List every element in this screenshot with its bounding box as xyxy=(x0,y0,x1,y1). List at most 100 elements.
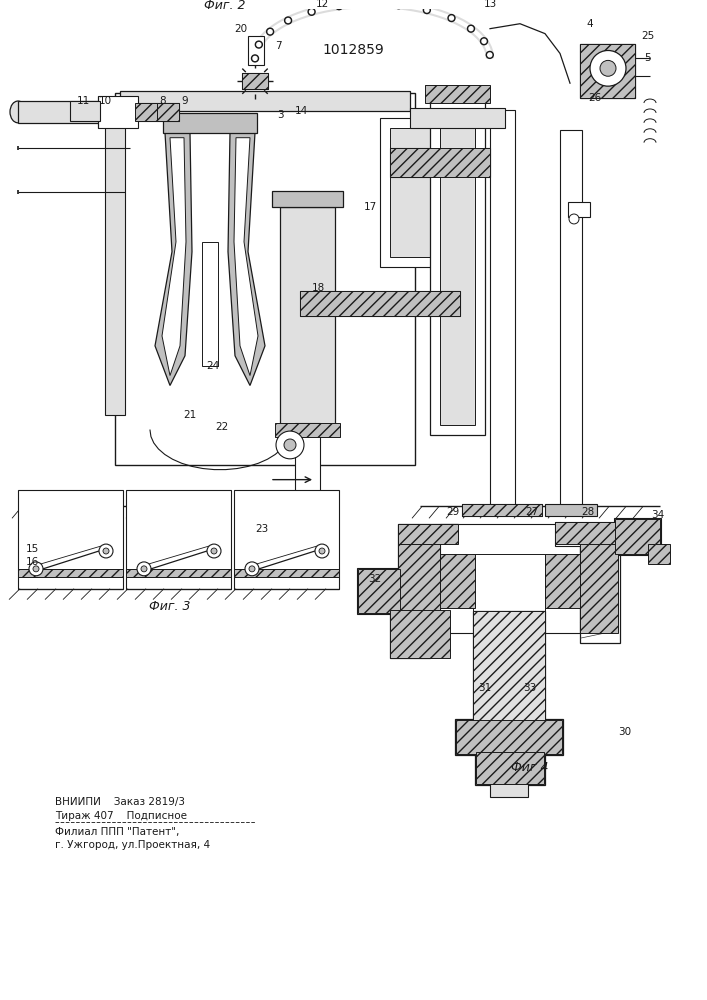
Bar xyxy=(157,103,179,121)
Text: 14: 14 xyxy=(294,106,308,116)
Circle shape xyxy=(249,566,255,572)
Text: Тираж 407    Подписное: Тираж 407 Подписное xyxy=(55,811,187,821)
Bar xyxy=(18,569,123,577)
Circle shape xyxy=(448,15,455,22)
Bar xyxy=(398,524,458,613)
Bar xyxy=(473,554,545,613)
Circle shape xyxy=(99,544,113,558)
Bar xyxy=(490,782,528,797)
Circle shape xyxy=(276,431,304,459)
Bar xyxy=(462,504,542,516)
Circle shape xyxy=(255,41,262,48)
Bar xyxy=(300,291,460,316)
Bar xyxy=(135,103,157,121)
Circle shape xyxy=(257,43,261,47)
Circle shape xyxy=(600,60,616,76)
Bar xyxy=(476,752,544,784)
Text: 25: 25 xyxy=(641,31,655,41)
Bar xyxy=(242,73,268,89)
Circle shape xyxy=(469,27,473,31)
Bar xyxy=(268,509,313,544)
Bar xyxy=(157,103,179,121)
Circle shape xyxy=(285,17,291,24)
Bar xyxy=(98,96,138,128)
Bar xyxy=(440,108,475,425)
Text: 12: 12 xyxy=(315,0,329,9)
Bar xyxy=(398,544,440,613)
Text: 30: 30 xyxy=(619,727,631,737)
Circle shape xyxy=(211,548,217,554)
Text: 34: 34 xyxy=(651,510,665,520)
Circle shape xyxy=(207,544,221,558)
Circle shape xyxy=(486,51,493,58)
Bar xyxy=(568,202,590,217)
Text: 23: 23 xyxy=(255,524,269,534)
Text: 21: 21 xyxy=(183,410,197,420)
Bar xyxy=(357,568,401,614)
Bar xyxy=(300,291,460,316)
Bar xyxy=(115,93,415,465)
Circle shape xyxy=(397,3,401,7)
Circle shape xyxy=(395,2,402,9)
Circle shape xyxy=(268,30,272,34)
Bar xyxy=(580,534,618,633)
Bar xyxy=(163,113,257,133)
Bar xyxy=(614,518,661,555)
Circle shape xyxy=(315,544,329,558)
Bar xyxy=(290,492,325,519)
Bar xyxy=(390,148,490,177)
Circle shape xyxy=(367,2,370,6)
Circle shape xyxy=(252,55,259,62)
Bar xyxy=(18,490,123,589)
Text: 18: 18 xyxy=(311,283,325,293)
Bar xyxy=(398,524,458,544)
Circle shape xyxy=(29,562,43,576)
Circle shape xyxy=(319,548,325,554)
Bar xyxy=(580,524,620,643)
Circle shape xyxy=(103,548,109,554)
Text: 9: 9 xyxy=(182,96,188,106)
Bar xyxy=(272,191,343,207)
Text: 28: 28 xyxy=(581,507,595,517)
Text: 33: 33 xyxy=(523,683,537,693)
Bar xyxy=(390,610,450,658)
Bar xyxy=(555,522,625,546)
Text: Филиал ППП "Патент",: Филиал ППП "Патент", xyxy=(55,827,180,837)
Polygon shape xyxy=(162,138,186,376)
Bar xyxy=(126,490,231,589)
Text: 27: 27 xyxy=(525,507,539,517)
Bar xyxy=(580,44,635,98)
Bar xyxy=(555,522,623,544)
Circle shape xyxy=(482,39,486,43)
Bar xyxy=(425,85,490,103)
Bar xyxy=(202,242,218,366)
Text: 8: 8 xyxy=(160,96,166,106)
Circle shape xyxy=(137,562,151,576)
Circle shape xyxy=(245,562,259,576)
Bar xyxy=(358,569,400,613)
Polygon shape xyxy=(390,610,440,658)
Bar xyxy=(126,569,231,577)
Circle shape xyxy=(337,4,341,8)
Text: 15: 15 xyxy=(26,544,40,554)
Bar xyxy=(473,611,545,722)
Circle shape xyxy=(425,8,429,12)
Ellipse shape xyxy=(118,101,128,123)
Bar xyxy=(490,110,515,506)
Text: 10: 10 xyxy=(98,96,112,106)
Text: 20: 20 xyxy=(235,24,247,34)
Bar xyxy=(473,611,545,722)
Text: 26: 26 xyxy=(588,93,602,103)
Text: 11: 11 xyxy=(76,96,90,106)
Text: Фиг 4: Фиг 4 xyxy=(511,761,549,774)
Bar xyxy=(70,101,100,121)
Circle shape xyxy=(590,50,626,86)
Bar xyxy=(440,554,475,608)
Circle shape xyxy=(253,56,257,60)
Text: 5: 5 xyxy=(645,53,651,63)
Text: 16: 16 xyxy=(26,557,40,567)
Circle shape xyxy=(308,8,315,15)
Polygon shape xyxy=(234,138,258,376)
Text: 22: 22 xyxy=(216,422,228,432)
Bar xyxy=(18,569,123,577)
